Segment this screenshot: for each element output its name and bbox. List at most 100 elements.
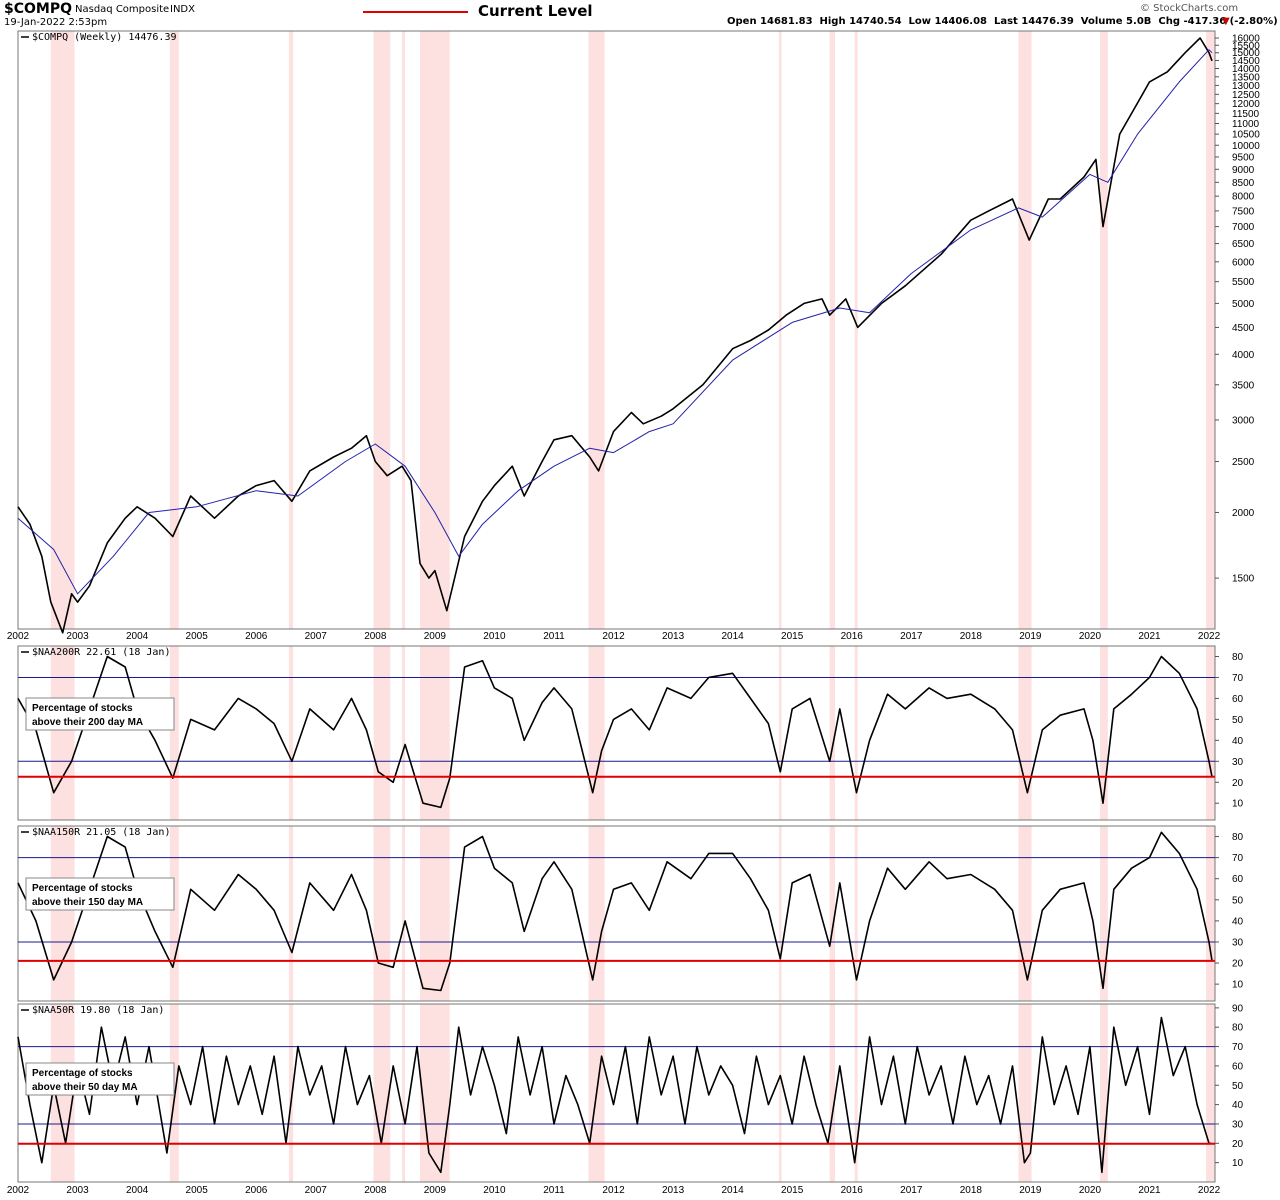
- x-tick-label-0-14: 2016: [841, 631, 864, 642]
- y-tick-label-2-5: 60: [1232, 874, 1244, 885]
- symbol-label: $COMPQ: [4, 1, 73, 17]
- x-tick-label-3-16: 2018: [960, 1185, 983, 1196]
- watermark: © StockCharts.com: [1140, 3, 1239, 14]
- panel-title-3: $NAA50R 19.80 (18 Jan): [32, 1005, 164, 1016]
- y-tick-label-0-28: 15500: [1232, 41, 1260, 52]
- annotation-line1-3: Percentage of stocks: [32, 1068, 133, 1079]
- panel-title-2: $NAA150R 21.05 (18 Jan): [32, 827, 170, 838]
- y-tick-label-3-4: 50: [1232, 1081, 1244, 1092]
- ohlc-readout: Open 14681.83 High 14740.54 Low 14406.08…: [727, 16, 1278, 27]
- y-tick-label-0-10: 6500: [1232, 239, 1255, 250]
- y-tick-label-0-27: 15000: [1232, 48, 1260, 59]
- shaded-period-0-11: [1100, 31, 1108, 629]
- annotation-line2-2: above their 150 day MA: [32, 897, 143, 908]
- shaded-period-3-7: [779, 1004, 782, 1182]
- shaded-period-1-2: [288, 646, 294, 820]
- x-tick-label-3-5: 2007: [305, 1185, 328, 1196]
- x-tick-label-0-15: 2017: [900, 631, 923, 642]
- shaded-period-3-9: [854, 1004, 858, 1182]
- index-name: Nasdaq Composite: [75, 4, 170, 15]
- chart-header: $COMPQ Nasdaq Composite INDX 19-Jan-2022…: [0, 0, 1280, 30]
- x-tick-label-3-3: 2005: [186, 1185, 209, 1196]
- x-tick-label-3-9: 2011: [543, 1185, 565, 1196]
- y-tick-label-0-15: 9000: [1232, 165, 1255, 176]
- series-line-0-1: [17, 49, 1213, 595]
- y-tick-label-0-18: 10500: [1232, 130, 1260, 141]
- shaded-period-0-12: [1206, 31, 1215, 629]
- panel-frame-2: [17, 825, 1216, 1002]
- shaded-period-0-5: [419, 31, 450, 629]
- shaded-period-3-5: [419, 1004, 450, 1182]
- y-tick-label-0-17: 10000: [1232, 141, 1260, 152]
- panel-title-1: $NAA200R 22.61 (18 Jan): [32, 647, 170, 658]
- y-tick-label-2-6: 70: [1232, 853, 1244, 864]
- annotation-line1-2: Percentage of stocks: [32, 883, 133, 894]
- x-tick-label-3-7: 2009: [424, 1185, 447, 1196]
- shaded-period-1-6: [588, 646, 605, 820]
- shaded-period-3-11: [1100, 1004, 1108, 1182]
- annotation-line2-3: above their 50 day MA: [32, 1082, 138, 1093]
- y-tick-label-1-1: 20: [1232, 778, 1244, 789]
- x-tick-label-0-7: 2009: [424, 631, 447, 642]
- x-tick-label-3-4: 2006: [245, 1185, 268, 1196]
- shaded-period-1-1: [169, 646, 179, 820]
- x-tick-label-0-10: 2012: [602, 631, 625, 642]
- x-tick-label-0-13: 2015: [781, 631, 804, 642]
- shaded-period-2-5: [419, 826, 450, 1001]
- y-tick-label-1-4: 50: [1232, 715, 1244, 726]
- shaded-period-1-7: [779, 646, 782, 820]
- shaded-period-1-0: [50, 646, 75, 820]
- x-tick-label-3-13: 2015: [781, 1185, 804, 1196]
- shaded-period-1-9: [854, 646, 858, 820]
- down-arrow-icon: ▼: [1222, 16, 1230, 27]
- shaded-period-0-4: [402, 31, 406, 629]
- y-tick-label-2-2: 30: [1232, 937, 1244, 948]
- x-tick-label-3-18: 2020: [1079, 1185, 1102, 1196]
- y-tick-label-1-3: 40: [1232, 736, 1244, 747]
- x-tick-label-0-4: 2006: [245, 631, 268, 642]
- y-tick-label-2-1: 20: [1232, 959, 1244, 970]
- y-tick-label-0-0: 1500: [1232, 574, 1255, 585]
- y-tick-label-2-3: 40: [1232, 916, 1244, 927]
- y-tick-label-0-19: 11000: [1232, 119, 1260, 130]
- y-tick-label-2-4: 50: [1232, 895, 1244, 906]
- shaded-period-3-8: [829, 1004, 836, 1182]
- exchange-label: INDX: [170, 4, 195, 15]
- y-tick-label-3-1: 20: [1232, 1139, 1244, 1150]
- x-tick-label-3-0: 2002: [7, 1185, 30, 1196]
- panel-frame-0: [17, 30, 1216, 630]
- x-tick-label-0-2: 2004: [126, 631, 149, 642]
- shaded-period-1-3: [373, 646, 391, 820]
- y-tick-label-0-2: 2500: [1232, 457, 1255, 468]
- y-tick-label-0-1: 2000: [1232, 508, 1255, 519]
- y-tick-label-0-16: 9500: [1232, 152, 1255, 163]
- legend-label: Current Level: [478, 2, 593, 20]
- annotation-box-3: [25, 1062, 175, 1096]
- panel-frame-3: [17, 1003, 1216, 1183]
- x-tick-label-3-2: 2004: [126, 1185, 149, 1196]
- shaded-period-2-12: [1206, 826, 1215, 1001]
- x-tick-label-3-17: 2019: [1019, 1185, 1042, 1196]
- y-tick-label-0-26: 14500: [1232, 56, 1260, 67]
- y-tick-label-0-5: 4000: [1232, 350, 1255, 361]
- x-tick-label-3-8: 2010: [483, 1185, 506, 1196]
- x-tick-label-3-1: 2003: [66, 1185, 89, 1196]
- series-line-3-0: [17, 1016, 1213, 1174]
- y-tick-label-1-6: 70: [1232, 673, 1244, 684]
- y-tick-label-1-0: 10: [1232, 799, 1244, 810]
- x-tick-label-0-17: 2019: [1019, 631, 1042, 642]
- x-tick-label-3-20: 2022: [1198, 1185, 1221, 1196]
- y-tick-label-0-7: 5000: [1232, 299, 1255, 310]
- panel-frame-1: [17, 645, 1216, 821]
- series-line-1-0: [17, 655, 1213, 809]
- x-tick-label-0-16: 2018: [960, 631, 983, 642]
- shaded-period-0-0: [50, 31, 75, 629]
- x-tick-label-0-6: 2008: [364, 631, 387, 642]
- shaded-period-1-4: [402, 646, 406, 820]
- shaded-period-0-6: [588, 31, 605, 629]
- shaded-period-0-8: [829, 31, 836, 629]
- annotation-box-1: [25, 697, 175, 731]
- y-tick-label-0-6: 4500: [1232, 323, 1255, 334]
- y-tick-label-2-7: 80: [1232, 832, 1244, 843]
- y-tick-label-1-5: 60: [1232, 694, 1244, 705]
